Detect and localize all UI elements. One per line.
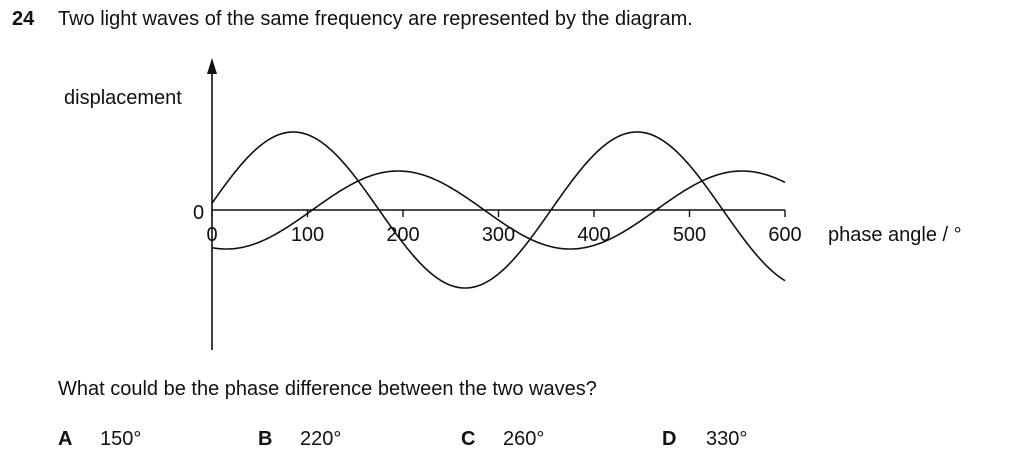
x-ticks — [211, 210, 786, 217]
x-tick-label-500: 500 — [673, 224, 706, 246]
option-c-value[interactable]: 260° — [503, 428, 545, 450]
wave-2-small-amplitude — [211, 170, 786, 250]
x-tick-label-100: 100 — [291, 224, 324, 246]
wave-1-large-amplitude — [211, 131, 786, 289]
option-a-letter[interactable]: A — [58, 428, 73, 450]
y-axis-label: displacement — [64, 87, 182, 109]
y-axis-arrow — [207, 58, 217, 74]
option-b-value[interactable]: 220° — [300, 428, 342, 450]
question-number: 24 — [12, 8, 35, 30]
y-zero-label: 0 — [193, 202, 204, 224]
option-c-letter[interactable]: C — [461, 428, 476, 450]
x-tick-label-400: 400 — [577, 224, 610, 246]
option-d-value[interactable]: 330° — [706, 428, 748, 450]
question-prompt: What could be the phase difference betwe… — [58, 378, 597, 400]
x-tick-labels: 0 100 200 300 400 500 600 — [206, 224, 801, 246]
x-tick-label-600: 600 — [768, 224, 801, 246]
x-axis-label: phase angle / ° — [828, 224, 962, 246]
x-tick-label-300: 300 — [482, 224, 515, 246]
x-tick-label-200: 200 — [386, 224, 419, 246]
option-b-letter[interactable]: B — [258, 428, 273, 450]
option-d-letter[interactable]: D — [662, 428, 677, 450]
option-a-value[interactable]: 150° — [100, 428, 142, 450]
question-text: Two light waves of the same frequency ar… — [58, 8, 693, 30]
x-tick-label-0: 0 — [206, 224, 217, 246]
